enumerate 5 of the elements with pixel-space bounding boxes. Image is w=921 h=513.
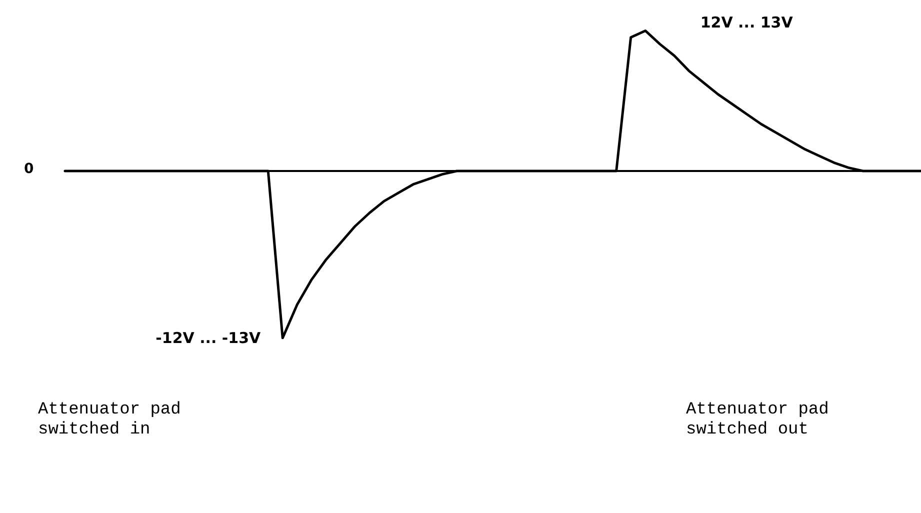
text: Attenuator pad switched out xyxy=(686,400,829,440)
annotation: 12V ... 13V xyxy=(700,14,794,32)
text: 0 xyxy=(24,161,34,177)
annotation: -12V ... -13V xyxy=(156,329,262,347)
text: Attenuator pad switched in xyxy=(38,400,181,440)
